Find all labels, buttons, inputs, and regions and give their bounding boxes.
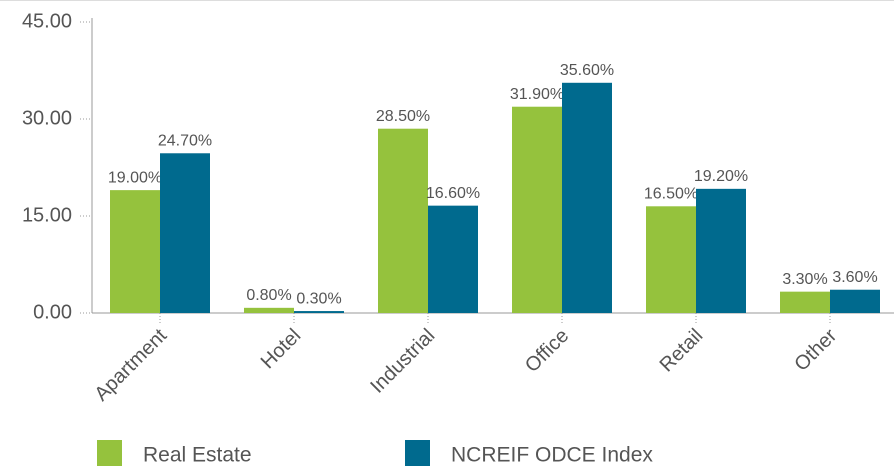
- bar: [696, 188, 746, 313]
- legend-label: Real Estate: [143, 444, 252, 467]
- legend-swatch: [97, 440, 122, 466]
- x-tick-label: Industrial: [366, 325, 439, 398]
- value-label: 3.30%: [782, 271, 827, 288]
- x-tick-label: Other: [790, 324, 841, 375]
- bar: [244, 307, 294, 313]
- value-label: 0.30%: [296, 290, 341, 307]
- bar: [780, 291, 830, 313]
- value-label: 24.70%: [158, 132, 212, 149]
- value-label: 3.60%: [832, 269, 877, 286]
- value-label: 16.60%: [426, 185, 480, 202]
- bar: [428, 205, 478, 313]
- value-label: 19.20%: [694, 168, 748, 185]
- value-label: 16.50%: [644, 186, 698, 203]
- x-tick-label: Hotel: [257, 325, 306, 374]
- bar: [646, 206, 696, 313]
- x-tick-label: Office: [521, 325, 573, 377]
- bar: [562, 82, 612, 313]
- value-label: 28.50%: [376, 108, 430, 125]
- bar: [512, 106, 562, 313]
- bar: [378, 128, 428, 313]
- legend-swatch: [405, 440, 430, 466]
- x-tick-label: Retail: [656, 325, 708, 377]
- bar: [830, 289, 880, 313]
- value-label: 31.90%: [510, 86, 564, 103]
- x-tick-label: Apartment: [90, 324, 171, 405]
- value-label: 0.80%: [246, 287, 291, 304]
- bar: [160, 153, 210, 313]
- legend-label: NCREIF ODCE Index: [451, 444, 653, 467]
- y-tick-label: 45.00: [22, 10, 72, 32]
- y-tick-label: 0.00: [33, 301, 72, 323]
- y-tick-label: 15.00: [22, 204, 72, 226]
- bar: [294, 311, 344, 313]
- bar: [110, 190, 160, 313]
- y-tick-label: 30.00: [22, 107, 72, 129]
- value-label: 19.00%: [108, 169, 162, 186]
- value-label: 35.60%: [560, 62, 614, 79]
